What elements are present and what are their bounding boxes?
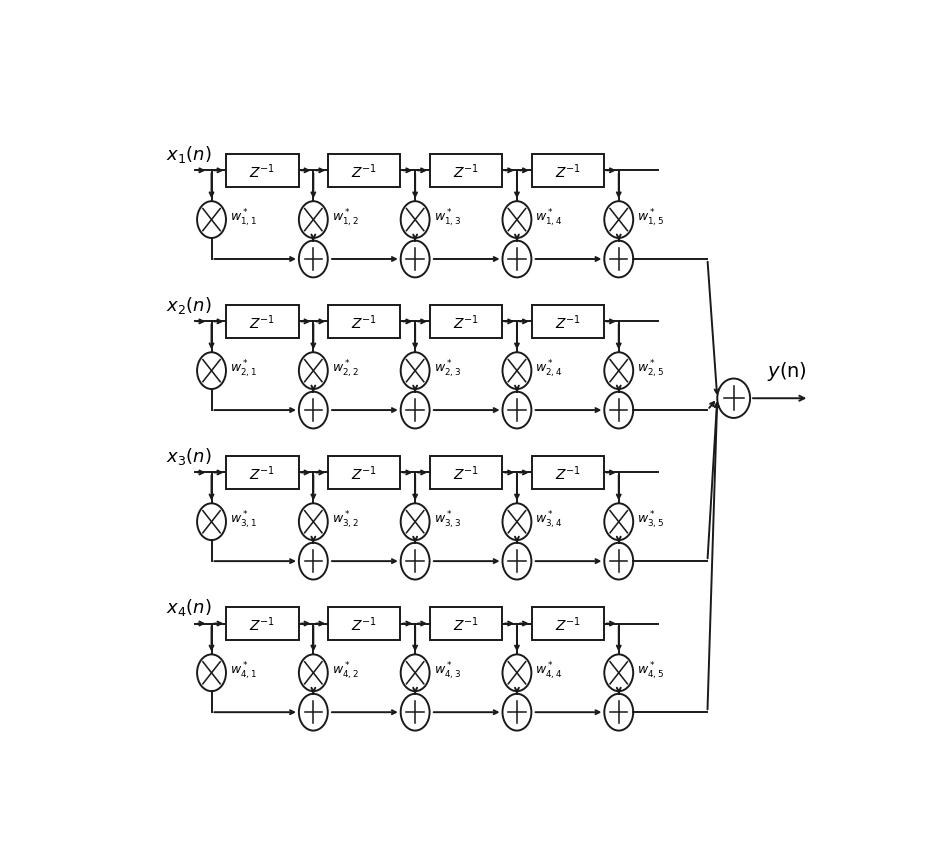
Text: $x_4(n)$: $x_4(n)$ [165, 596, 211, 617]
Bar [226, 306, 299, 338]
Text: $Z^{-1}$: $Z^{-1}$ [554, 463, 581, 482]
Text: $Z^{-1}$: $Z^{-1}$ [351, 463, 378, 482]
Text: $Z^{-1}$: $Z^{-1}$ [351, 162, 378, 181]
Text: $w^*_{2,3}$: $w^*_{2,3}$ [434, 358, 460, 379]
Text: $y(\mathrm{n})$: $y(\mathrm{n})$ [767, 360, 806, 383]
Text: $Z^{-1}$: $Z^{-1}$ [453, 162, 479, 181]
Text: $w^*_{1,5}$: $w^*_{1,5}$ [637, 207, 664, 228]
Text: $x_2(n)$: $x_2(n)$ [165, 295, 211, 315]
Bar [226, 457, 299, 489]
Text: $Z^{-1}$: $Z^{-1}$ [249, 313, 276, 331]
Text: $w^*_{4,2}$: $w^*_{4,2}$ [332, 659, 359, 681]
Text: $w^*_{2,1}$: $w^*_{2,1}$ [230, 358, 257, 379]
Bar [226, 155, 299, 187]
Text: $Z^{-1}$: $Z^{-1}$ [351, 614, 378, 633]
Text: $x_1(n)$: $x_1(n)$ [165, 144, 211, 164]
Text: $w^*_{4,5}$: $w^*_{4,5}$ [637, 659, 664, 681]
Bar [328, 155, 400, 187]
Bar [532, 607, 604, 640]
Bar [328, 306, 400, 338]
Text: $Z^{-1}$: $Z^{-1}$ [554, 614, 581, 633]
Text: $Z^{-1}$: $Z^{-1}$ [249, 614, 276, 633]
Text: $Z^{-1}$: $Z^{-1}$ [453, 463, 479, 482]
Text: $w^*_{3,5}$: $w^*_{3,5}$ [637, 509, 664, 530]
Bar [328, 457, 400, 489]
Text: $Z^{-1}$: $Z^{-1}$ [554, 313, 581, 331]
Text: $w^*_{3,4}$: $w^*_{3,4}$ [535, 509, 563, 530]
Text: $w^*_{1,4}$: $w^*_{1,4}$ [535, 207, 563, 228]
Text: $Z^{-1}$: $Z^{-1}$ [249, 463, 276, 482]
Text: $Z^{-1}$: $Z^{-1}$ [453, 614, 479, 633]
Text: $Z^{-1}$: $Z^{-1}$ [453, 313, 479, 331]
Text: $Z^{-1}$: $Z^{-1}$ [554, 162, 581, 181]
Bar [430, 607, 502, 640]
Text: $w^*_{2,4}$: $w^*_{2,4}$ [535, 358, 563, 379]
Text: $w^*_{2,5}$: $w^*_{2,5}$ [637, 358, 664, 379]
Text: $w^*_{3,1}$: $w^*_{3,1}$ [230, 509, 257, 530]
Text: $Z^{-1}$: $Z^{-1}$ [249, 162, 276, 181]
Bar [430, 306, 502, 338]
Text: $w^*_{1,1}$: $w^*_{1,1}$ [230, 207, 257, 228]
Bar [430, 155, 502, 187]
Bar [532, 306, 604, 338]
Bar [328, 607, 400, 640]
Text: $w^*_{4,3}$: $w^*_{4,3}$ [434, 659, 460, 681]
Text: $x_3(n)$: $x_3(n)$ [165, 446, 211, 466]
Bar [532, 155, 604, 187]
Text: $w^*_{1,2}$: $w^*_{1,2}$ [332, 207, 359, 228]
Bar [532, 457, 604, 489]
Text: $w^*_{3,3}$: $w^*_{3,3}$ [434, 509, 460, 530]
Bar [430, 457, 502, 489]
Bar [226, 607, 299, 640]
Text: $w^*_{4,4}$: $w^*_{4,4}$ [535, 659, 563, 681]
Text: $w^*_{1,3}$: $w^*_{1,3}$ [434, 207, 460, 228]
Text: $w^*_{3,2}$: $w^*_{3,2}$ [332, 509, 359, 530]
Text: $w^*_{4,1}$: $w^*_{4,1}$ [230, 659, 257, 681]
Text: $w^*_{2,2}$: $w^*_{2,2}$ [332, 358, 359, 379]
Text: $Z^{-1}$: $Z^{-1}$ [351, 313, 378, 331]
